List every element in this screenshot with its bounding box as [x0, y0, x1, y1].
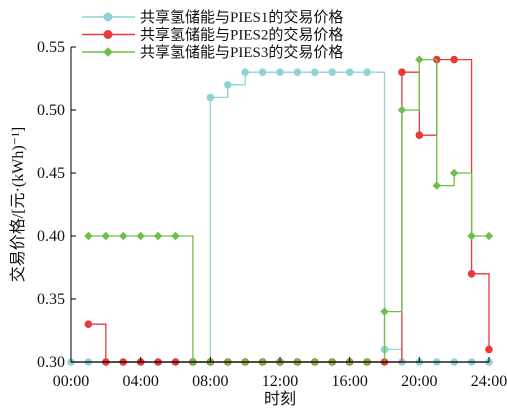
legend-entry-2: 共享氢储能与PIES2的交易价格	[82, 26, 343, 44]
series-3-point	[380, 307, 389, 316]
series-2-point	[467, 270, 476, 278]
y-axis-label: 交易价格/[元·(kWh)⁻¹]	[9, 127, 27, 282]
legend-label: 共享氢储能与PIES1的交易价格	[140, 8, 343, 26]
series-1-point	[276, 68, 284, 76]
series-3-point	[432, 181, 441, 190]
legend-label: 共享氢储能与PIES3的交易价格	[140, 43, 343, 61]
y-tick-label: 0.50	[37, 102, 65, 119]
series-1-point	[206, 93, 215, 102]
series-3-point	[84, 231, 93, 241]
series-1-line	[71, 71, 489, 363]
x-tick-label: 04:00	[122, 373, 158, 390]
legend: 共享氢储能与PIES1的交易价格共享氢储能与PIES2的交易价格共享氢储能与PI…	[82, 8, 343, 61]
series-3	[84, 55, 494, 367]
series-1-point	[293, 68, 302, 76]
series-1	[67, 68, 493, 366]
y-tick-label: 0.30	[37, 354, 65, 371]
series-1-point	[223, 81, 232, 89]
series-3-point	[484, 231, 494, 241]
series-3-point	[101, 231, 111, 241]
series-3-point	[397, 105, 407, 115]
x-tick-label: 12:00	[262, 373, 298, 390]
x-tick-label: 20:00	[401, 373, 437, 390]
series-2	[84, 55, 493, 366]
legend-swatch-marker	[103, 30, 113, 39]
series-3-point	[136, 231, 145, 241]
series-3-point	[449, 168, 459, 178]
series-2-line	[88, 58, 490, 363]
series-1-point	[258, 68, 267, 76]
legend-entry-3: 共享氢储能与PIES3的交易价格	[82, 43, 343, 61]
series-2-point	[398, 68, 406, 76]
legend-swatch-marker	[103, 12, 113, 22]
y-tick-label: 0.55	[37, 39, 65, 56]
series-1-point	[311, 68, 319, 76]
series-layer	[67, 55, 494, 367]
y-tick-label: 0.40	[37, 228, 65, 245]
x-tick-label: 08:00	[192, 373, 228, 390]
legend-swatch-marker	[103, 47, 113, 57]
x-tick-label: 00:00	[53, 373, 89, 390]
series-3-point	[467, 231, 476, 241]
series-3-point	[415, 55, 424, 64]
series-2-point	[84, 320, 93, 329]
x-axis-label: 时刻	[264, 390, 296, 408]
series-2-point	[450, 55, 458, 64]
y-tick-label: 0.35	[37, 291, 65, 308]
axes-layer: 00:00 04:00 08:00 12:00 16:00 20:00 24:00 0.30 0…	[37, 39, 507, 390]
series-1-point	[363, 68, 371, 76]
series-2-point	[485, 345, 493, 354]
series-2-point	[415, 131, 424, 139]
series-1-point	[241, 68, 249, 76]
series-1-point	[345, 68, 354, 76]
series-3-point	[153, 231, 163, 241]
x-tick-label: 24:00	[471, 373, 507, 390]
legend-label: 共享氢储能与PIES2的交易价格	[140, 26, 343, 44]
series-3-point	[119, 231, 128, 241]
series-3-line	[88, 58, 489, 363]
series-1-point	[328, 68, 337, 76]
series-3-point	[171, 231, 180, 241]
y-tick-label: 0.45	[37, 165, 65, 182]
legend-entry-1: 共享氢储能与PIES1的交易价格	[82, 8, 343, 26]
x-tick-label: 16:00	[331, 373, 367, 390]
